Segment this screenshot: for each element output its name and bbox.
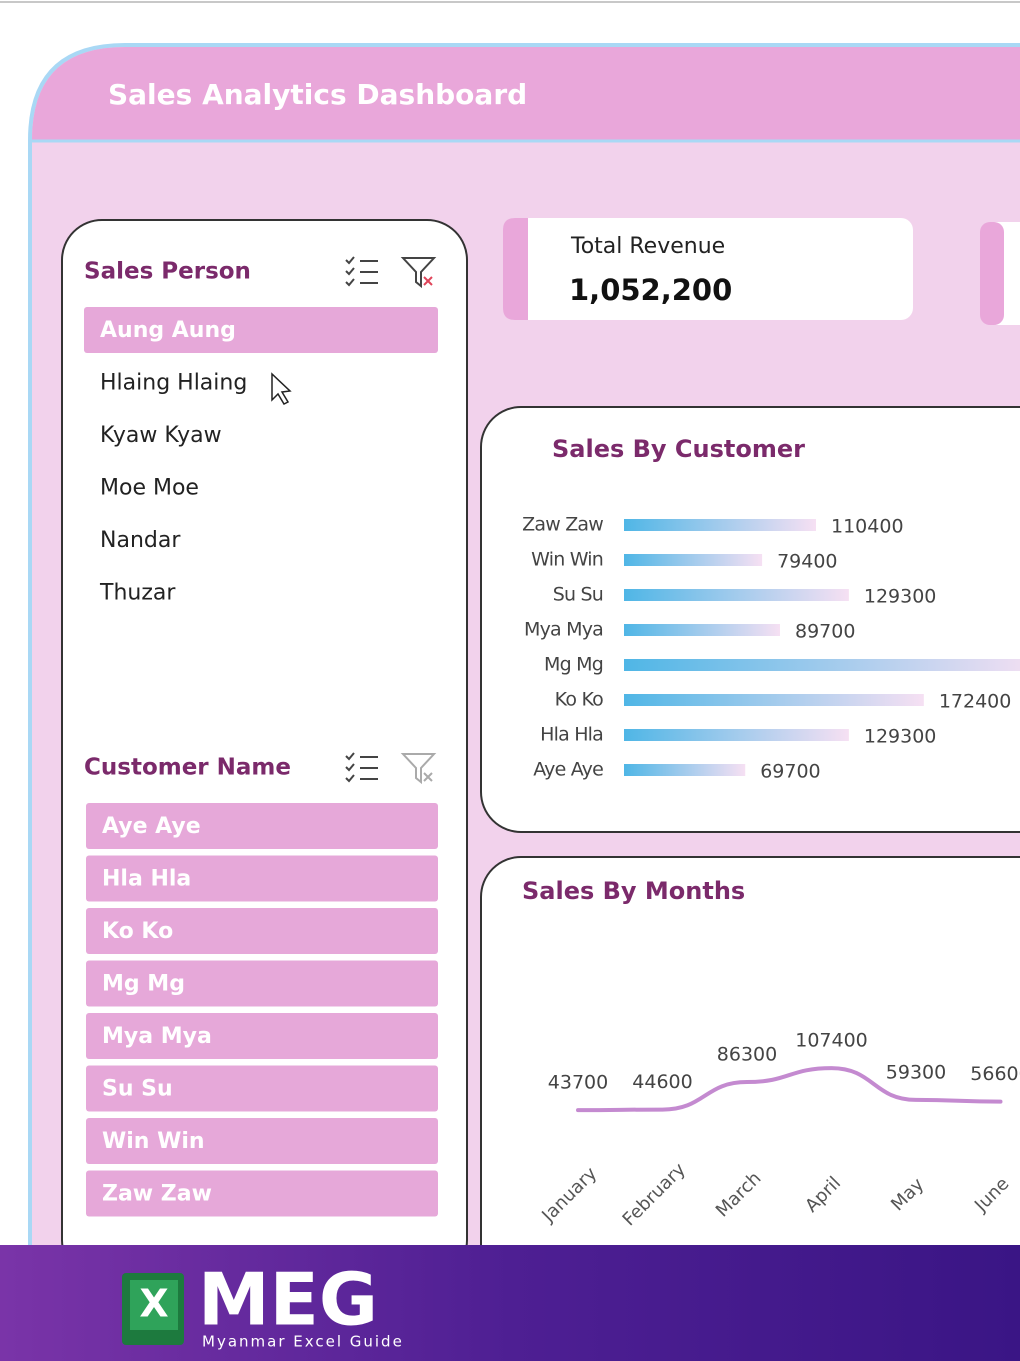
- slicer-item-bg[interactable]: [86, 960, 438, 1007]
- value-label: 86300: [717, 1044, 777, 1066]
- dashboard-title: Sales Analytics Dashboard: [108, 78, 527, 111]
- checkmark: [345, 256, 355, 265]
- slicer-item[interactable]: Kyaw Kyaw: [100, 423, 222, 448]
- slicer-item[interactable]: Nandar: [100, 528, 181, 553]
- kpi-accent: [503, 218, 528, 320]
- slicer-item-bg[interactable]: [86, 855, 438, 902]
- multi-select-button[interactable]: [345, 256, 378, 287]
- value-label: 89700: [795, 621, 855, 643]
- value-label: 79400: [777, 551, 837, 573]
- clear-filter-button[interactable]: [400, 753, 437, 785]
- clear-filter-button[interactable]: [400, 257, 437, 289]
- bar: [624, 729, 849, 741]
- checkmark: [345, 752, 355, 761]
- category-label: Aye Aye: [533, 759, 603, 781]
- bar: [624, 519, 816, 531]
- line: [576, 1066, 1003, 1113]
- category-label: Mg Mg: [544, 654, 603, 676]
- slicer-item[interactable]: Hlaing Hlaing: [100, 371, 247, 396]
- slicer-item[interactable]: Mg Mg: [102, 972, 185, 997]
- slicer-item[interactable]: Win Win: [102, 1129, 205, 1154]
- category-label: Win Win: [531, 549, 603, 571]
- value-label: 44600: [632, 1071, 692, 1093]
- slicer-item[interactable]: Moe Moe: [100, 476, 199, 501]
- value-label: 129300: [864, 726, 937, 748]
- slicer-item[interactable]: Aung Aung: [100, 318, 236, 343]
- clear-x: [423, 276, 433, 286]
- kpi-accent-2: [980, 222, 1004, 325]
- excel-icon-letter: X: [139, 1282, 168, 1326]
- slicer-item[interactable]: Su Su: [102, 1077, 173, 1102]
- bar-chart-card: [480, 406, 1020, 833]
- value-label: 56600: [970, 1063, 1020, 1085]
- slicer-item[interactable]: Thuzar: [99, 581, 176, 606]
- chart-title: Sales By Months: [522, 877, 745, 905]
- bar: [624, 589, 849, 601]
- bar: [624, 694, 924, 706]
- slicer-title: Customer Name: [84, 755, 291, 781]
- value-label: 59300: [886, 1061, 946, 1083]
- slicer-item-bg[interactable]: [86, 1065, 438, 1112]
- slicer-item-bg[interactable]: [84, 307, 438, 353]
- value-label: 107400: [795, 1030, 868, 1052]
- checkmark: [345, 278, 355, 287]
- mouse-cursor: [271, 372, 292, 405]
- slicer-item[interactable]: Ko Ko: [102, 919, 173, 944]
- value-label: 172400: [939, 691, 1012, 713]
- value-label: 43700: [548, 1072, 608, 1094]
- kpi-card: [503, 218, 913, 320]
- brand-name: MEG: [198, 1258, 378, 1342]
- kpi-label: Total Revenue: [570, 234, 725, 259]
- category-label: Su Su: [553, 584, 603, 606]
- value-label: 110400: [831, 516, 904, 538]
- slicer-item-bg[interactable]: [86, 908, 438, 954]
- multi-select-button[interactable]: [345, 752, 378, 783]
- slicer-title: Sales Person: [84, 259, 251, 285]
- category-label: Ko Ko: [555, 689, 603, 711]
- bar: [624, 764, 746, 776]
- bar: [624, 624, 780, 636]
- category-label: Zaw Zaw: [522, 514, 603, 536]
- header-band: [32, 47, 1020, 140]
- bar: [624, 659, 1020, 671]
- slicer-item-bg[interactable]: [86, 1170, 438, 1217]
- filter-icon: [400, 753, 437, 785]
- kpi-value: 1,052,200: [569, 273, 732, 307]
- checkmark: [345, 763, 355, 772]
- category-label: Mya Mya: [524, 619, 603, 641]
- slicer-item[interactable]: Hla Hla: [102, 867, 191, 892]
- category-label: Hla Hla: [540, 724, 603, 746]
- chart-title: Sales By Customer: [552, 435, 805, 463]
- checkmark: [345, 267, 355, 276]
- filter-icon: [400, 257, 437, 289]
- slicer-item-bg[interactable]: [86, 803, 438, 849]
- value-label: 69700: [760, 761, 820, 783]
- slicer-item[interactable]: Aye Aye: [102, 814, 201, 839]
- clear-x: [423, 772, 433, 782]
- brand-tagline: Myanmar Excel Guide: [202, 1333, 404, 1351]
- value-label: 129300: [864, 586, 937, 608]
- slicer-item-bg[interactable]: [86, 1118, 438, 1164]
- slicer-item[interactable]: Mya Mya: [102, 1024, 212, 1049]
- checkmark: [345, 774, 355, 783]
- excel-icon-sheet: [130, 1280, 178, 1330]
- slicer-item-bg[interactable]: [86, 1013, 438, 1059]
- slicer-item[interactable]: Zaw Zaw: [102, 1182, 212, 1207]
- bar: [624, 554, 763, 566]
